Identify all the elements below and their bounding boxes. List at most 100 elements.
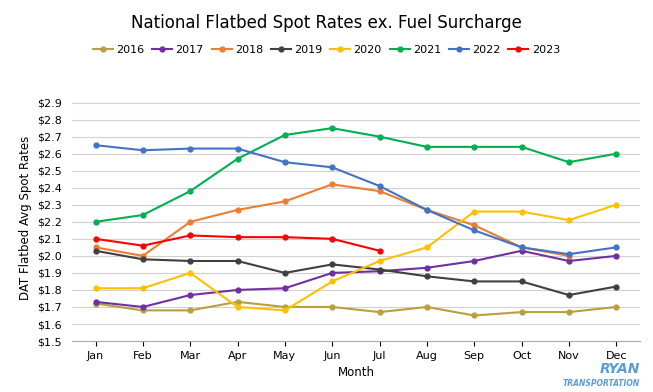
2022 <box>139 148 147 152</box>
2020 <box>565 218 573 223</box>
2019 <box>281 270 289 275</box>
2017 <box>91 299 99 304</box>
2022 <box>518 245 526 250</box>
2016 <box>281 305 289 309</box>
2017 <box>613 254 620 258</box>
2018 <box>281 199 289 204</box>
2019 <box>328 262 336 267</box>
2022 <box>186 146 194 151</box>
2020 <box>613 202 620 207</box>
Y-axis label: DAT Flatbed Avg Spot Rates: DAT Flatbed Avg Spot Rates <box>19 135 32 300</box>
2023 <box>139 243 147 248</box>
2021 <box>281 132 289 137</box>
Line: 2019: 2019 <box>93 249 618 298</box>
2016 <box>423 305 431 309</box>
2016 <box>375 310 383 314</box>
2016 <box>139 308 147 313</box>
2020 <box>518 209 526 214</box>
2021 <box>234 156 242 161</box>
2016 <box>565 310 573 314</box>
2019 <box>139 257 147 261</box>
2020 <box>91 286 99 290</box>
2019 <box>91 249 99 253</box>
2021 <box>139 212 147 217</box>
2021 <box>613 151 620 156</box>
2019 <box>613 284 620 289</box>
2018 <box>328 182 336 187</box>
2017 <box>518 249 526 253</box>
2020 <box>186 270 194 275</box>
2018 <box>470 223 478 228</box>
2018 <box>91 245 99 250</box>
2017 <box>234 288 242 292</box>
Line: 2022: 2022 <box>93 143 618 257</box>
2016 <box>186 308 194 313</box>
2020 <box>234 305 242 309</box>
2022 <box>328 165 336 170</box>
2023 <box>375 249 383 253</box>
Line: 2021: 2021 <box>93 126 618 224</box>
2018 <box>234 207 242 212</box>
2022 <box>281 160 289 165</box>
2018 <box>186 220 194 224</box>
2018 <box>375 189 383 194</box>
2019 <box>423 274 431 279</box>
Line: 2016: 2016 <box>93 299 618 318</box>
Text: TRANSPORTATION: TRANSPORTATION <box>563 379 640 388</box>
2018 <box>139 254 147 258</box>
2019 <box>234 259 242 263</box>
2021 <box>565 160 573 165</box>
2022 <box>613 245 620 250</box>
2023 <box>281 235 289 240</box>
2020 <box>375 259 383 263</box>
2019 <box>186 259 194 263</box>
Legend: 2016, 2017, 2018, 2019, 2020, 2021, 2022, 2023: 2016, 2017, 2018, 2019, 2020, 2021, 2022… <box>93 45 560 55</box>
2020 <box>470 209 478 214</box>
2018 <box>423 207 431 212</box>
2022 <box>375 184 383 189</box>
2017 <box>470 259 478 263</box>
Line: 2017: 2017 <box>93 249 618 309</box>
2022 <box>91 143 99 147</box>
2021 <box>470 145 478 149</box>
2020 <box>281 308 289 313</box>
Text: National Flatbed Spot Rates ex. Fuel Surcharge: National Flatbed Spot Rates ex. Fuel Sur… <box>131 14 522 32</box>
2018 <box>518 245 526 250</box>
Line: 2020: 2020 <box>93 202 618 313</box>
2023 <box>328 236 336 241</box>
2021 <box>186 189 194 194</box>
2016 <box>518 310 526 314</box>
2016 <box>328 305 336 309</box>
2017 <box>375 269 383 274</box>
2018 <box>565 254 573 258</box>
2021 <box>518 145 526 149</box>
Line: 2018: 2018 <box>93 182 571 258</box>
2016 <box>613 305 620 309</box>
2022 <box>565 252 573 256</box>
2017 <box>281 286 289 290</box>
2021 <box>328 126 336 131</box>
2022 <box>234 146 242 151</box>
2023 <box>234 235 242 240</box>
2019 <box>565 293 573 298</box>
2017 <box>565 259 573 263</box>
2019 <box>375 267 383 272</box>
Text: RYAN: RYAN <box>599 362 640 376</box>
X-axis label: Month: Month <box>338 366 374 379</box>
2023 <box>186 233 194 238</box>
2017 <box>186 293 194 298</box>
2020 <box>139 286 147 290</box>
2021 <box>91 220 99 224</box>
2017 <box>423 265 431 270</box>
2019 <box>470 279 478 284</box>
2020 <box>423 245 431 250</box>
2017 <box>328 270 336 275</box>
Text: DAT: DAT <box>27 361 64 379</box>
2019 <box>518 279 526 284</box>
2017 <box>139 305 147 309</box>
2021 <box>375 134 383 139</box>
2020 <box>328 279 336 284</box>
Line: 2023: 2023 <box>93 233 382 253</box>
2023 <box>91 236 99 241</box>
2022 <box>470 228 478 233</box>
